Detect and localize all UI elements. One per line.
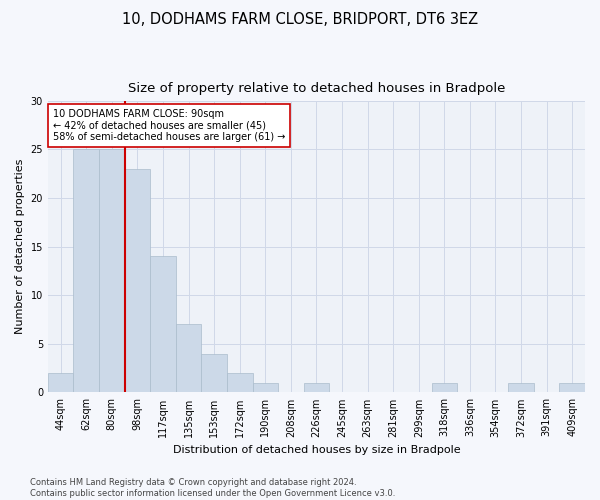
- Title: Size of property relative to detached houses in Bradpole: Size of property relative to detached ho…: [128, 82, 505, 96]
- Bar: [99, 150, 125, 392]
- X-axis label: Distribution of detached houses by size in Bradpole: Distribution of detached houses by size …: [173, 445, 460, 455]
- Bar: [176, 324, 202, 392]
- Bar: [48, 373, 73, 392]
- Y-axis label: Number of detached properties: Number of detached properties: [15, 159, 25, 334]
- Text: 10 DODHAMS FARM CLOSE: 90sqm
← 42% of detached houses are smaller (45)
58% of se: 10 DODHAMS FARM CLOSE: 90sqm ← 42% of de…: [53, 108, 286, 142]
- Text: 10, DODHAMS FARM CLOSE, BRIDPORT, DT6 3EZ: 10, DODHAMS FARM CLOSE, BRIDPORT, DT6 3E…: [122, 12, 478, 28]
- Bar: [227, 373, 253, 392]
- Bar: [202, 354, 227, 393]
- Bar: [559, 382, 585, 392]
- Bar: [253, 382, 278, 392]
- Bar: [125, 169, 150, 392]
- Bar: [431, 382, 457, 392]
- Bar: [304, 382, 329, 392]
- Text: Contains HM Land Registry data © Crown copyright and database right 2024.
Contai: Contains HM Land Registry data © Crown c…: [30, 478, 395, 498]
- Bar: [508, 382, 534, 392]
- Bar: [150, 256, 176, 392]
- Bar: [73, 150, 99, 392]
